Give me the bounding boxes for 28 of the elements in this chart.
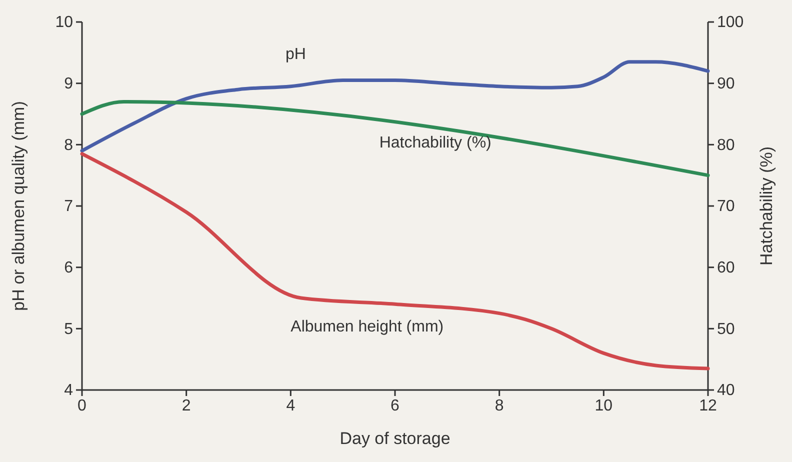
line-series bbox=[80, 152, 710, 370]
x-axis-title: Day of storage bbox=[340, 429, 450, 448]
series-label: pH bbox=[285, 46, 306, 63]
x-tick-label: 0 bbox=[78, 397, 87, 414]
y-tick-label: 6 bbox=[64, 259, 74, 276]
y-tick-label: 5 bbox=[64, 320, 74, 338]
x-tick-label: 4 bbox=[286, 397, 296, 414]
y2-tick-label: 40 bbox=[717, 382, 735, 400]
y2-tick-label: 50 bbox=[717, 320, 735, 338]
y2-axis-title: Hatchability (%) bbox=[757, 146, 776, 266]
x-tick-label: 10 bbox=[594, 397, 613, 414]
y2-tick-label: 90 bbox=[717, 75, 735, 92]
y-tick-label: 10 bbox=[55, 14, 74, 32]
y2-tick-label: 60 bbox=[717, 259, 735, 276]
y-tick-label: 7 bbox=[64, 198, 74, 216]
x-tick-label: 12 bbox=[699, 397, 717, 414]
y2-tick-label: 80 bbox=[717, 136, 735, 154]
y2-tick-label: 70 bbox=[717, 198, 735, 216]
x-tick-label: 8 bbox=[494, 397, 504, 414]
x-tick-label: 6 bbox=[390, 397, 400, 414]
y-tick-label: 8 bbox=[64, 136, 74, 154]
series-label: Hatchability (%) bbox=[379, 134, 492, 152]
y-tick-label: 9 bbox=[64, 75, 74, 92]
y-axis-title: pH or albumen quality (mm) bbox=[9, 101, 28, 311]
y-tick-label: 4 bbox=[64, 382, 74, 400]
y2-tick-label: 100 bbox=[717, 14, 744, 32]
x-tick-label: 2 bbox=[182, 397, 191, 414]
series-label: Albumen height (mm) bbox=[290, 318, 444, 336]
